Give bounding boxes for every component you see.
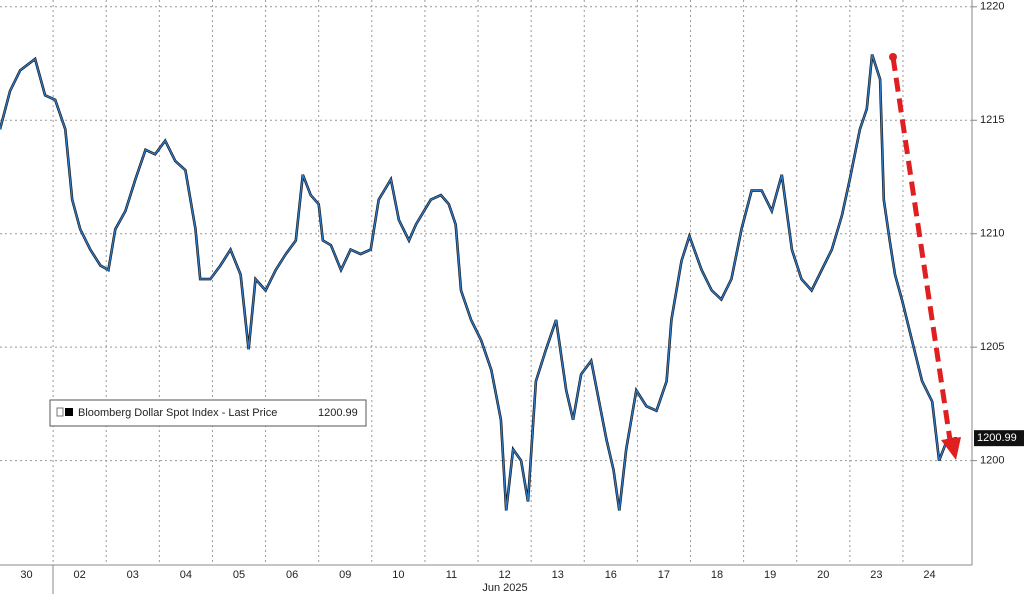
x-tick-label: 05 [233, 569, 245, 581]
y-tick-label: 1220 [980, 1, 1004, 13]
legend: Bloomberg Dollar Spot Index - Last Price… [49, 399, 367, 427]
y-tick-label: 1200 [980, 455, 1004, 467]
x-tick-label: 10 [392, 569, 404, 581]
legend-label: Bloomberg Dollar Spot Index - Last Price [78, 407, 277, 419]
price-line [0, 54, 958, 511]
x-tick-label: 20 [817, 569, 829, 581]
x-tick-label: 11 [446, 569, 457, 581]
x-tick-label: 06 [286, 569, 298, 581]
y-tick-label: 1210 [980, 228, 1004, 240]
arrow-shaft [890, 56, 953, 441]
arrow-head [941, 437, 961, 460]
x-tick-label: 02 [74, 569, 86, 581]
x-tick-label: 13 [552, 569, 564, 581]
x-tick-label: 09 [339, 569, 351, 581]
last-price-box [974, 430, 1024, 447]
x-tick-label: 23 [870, 569, 882, 581]
x-tick-label: 12 [498, 569, 510, 581]
x-tick-label: 04 [180, 569, 192, 581]
legend-box [49, 399, 367, 427]
legend-icon [56, 407, 64, 417]
x-tick-label: 19 [764, 569, 776, 581]
legend-swatch [65, 408, 73, 416]
x-tick-label: 16 [605, 569, 617, 581]
x-tick-label: 03 [127, 569, 139, 581]
y-tick-label: 1205 [980, 341, 1004, 353]
x-axis-label: Jun 2025 [482, 582, 527, 594]
x-tick-label: 30 [20, 569, 32, 581]
annotation-arrow [889, 53, 961, 460]
x-tick-label: 17 [658, 569, 670, 581]
x-tick-label: 18 [711, 569, 723, 581]
arrow-start [889, 53, 897, 61]
last-price-label: 1200.99 [977, 432, 1017, 444]
x-tick-label: 24 [923, 569, 935, 581]
legend-value: 1200.99 [318, 407, 358, 419]
y-tick-label: 1215 [980, 114, 1004, 126]
